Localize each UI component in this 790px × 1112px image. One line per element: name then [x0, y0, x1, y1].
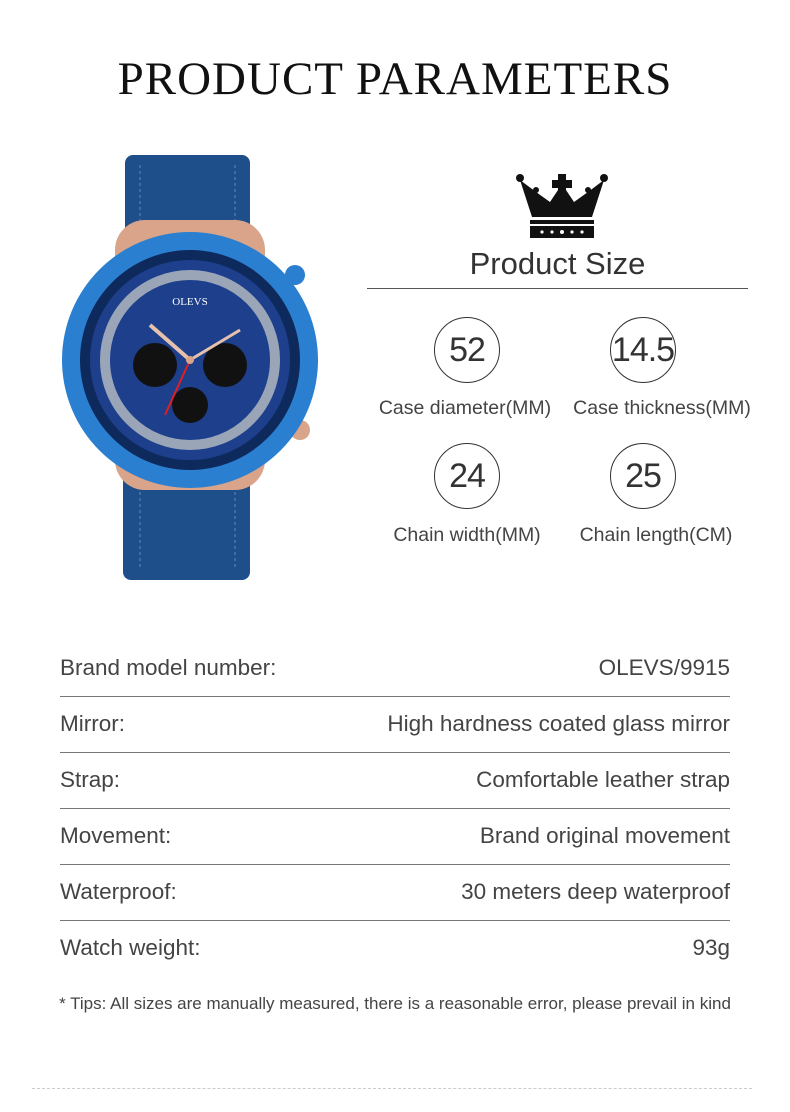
case-thickness-label: Case thickness(MM) — [573, 397, 751, 419]
divider — [367, 288, 748, 289]
chain-width-value: 24 — [434, 443, 500, 509]
param-value: High hardness coated glass mirror — [387, 711, 730, 736]
dashed-divider — [32, 1088, 752, 1089]
param-row-mirror: Mirror: High hardness coated glass mirror — [60, 696, 730, 753]
param-value: Comfortable leather strap — [476, 767, 730, 792]
case-diameter-label: Case diameter(MM) — [378, 397, 552, 419]
param-value: 30 meters deep waterproof — [461, 879, 730, 904]
param-label: Movement: — [60, 823, 172, 848]
tips-note: * Tips: All sizes are manually measured,… — [59, 994, 731, 1013]
page-title: PRODUCT PARAMETERS — [117, 53, 673, 105]
param-label: Waterproof: — [60, 879, 177, 904]
crown-icon — [516, 174, 608, 238]
product-size-heading: Product Size — [469, 246, 646, 281]
param-label: Strap: — [60, 767, 121, 792]
case-diameter-value: 52 — [434, 317, 500, 383]
subdial-left — [133, 343, 177, 387]
param-row-waterproof: Waterproof: 30 meters deep waterproof — [60, 864, 730, 921]
param-value: 93g — [692, 935, 730, 960]
dial-logo: OLEVS — [172, 296, 207, 308]
param-value: Brand original movement — [479, 823, 730, 848]
param-label: Brand model number: — [60, 655, 277, 680]
param-row-strap: Strap: Comfortable leather strap — [60, 752, 730, 809]
case-thickness-value: 14.5 — [610, 317, 676, 383]
watch-image: OLEVS — [62, 155, 318, 580]
param-row-movement: Movement: Brand original movement — [60, 808, 730, 865]
param-row-weight: Watch weight: 93g — [60, 920, 730, 976]
chain-length-label: Chain length(CM) — [579, 524, 733, 546]
subdial-bottom — [172, 387, 208, 423]
param-label: Mirror: — [60, 711, 125, 736]
chain-length-value: 25 — [610, 443, 676, 509]
param-label: Watch weight: — [60, 935, 201, 960]
lower-strap — [123, 465, 250, 580]
param-row-model: Brand model number: OLEVS/9915 — [60, 640, 730, 697]
subdial-right — [203, 343, 247, 387]
chain-width-label: Chain width(MM) — [393, 524, 541, 546]
param-value: OLEVS/9915 — [598, 655, 730, 680]
pusher-top — [285, 265, 305, 285]
